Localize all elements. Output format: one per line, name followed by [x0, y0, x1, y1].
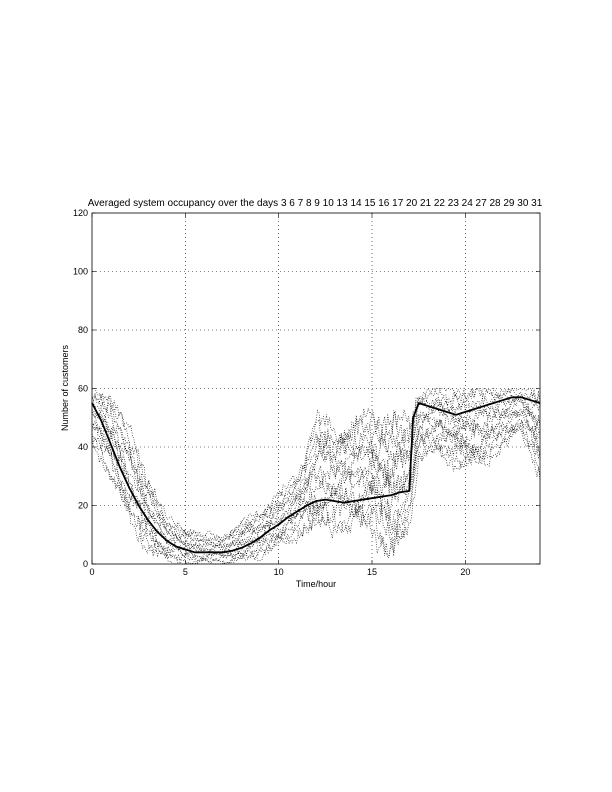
daily-trace — [91, 421, 541, 565]
daily-trace — [91, 424, 541, 564]
x-tick-label: 10 — [274, 567, 284, 577]
daily-trace — [91, 407, 541, 553]
daily-trace — [92, 387, 541, 539]
dotted-daily-traces — [91, 387, 541, 565]
y-tick-label: 100 — [73, 267, 88, 277]
y-axis-label: Number of customers — [60, 344, 70, 431]
daily-trace — [91, 409, 541, 556]
y-tick-label: 120 — [73, 208, 88, 218]
y-tick-label: 20 — [78, 501, 88, 511]
x-axis-label: Time/hour — [296, 579, 336, 589]
y-tick-label: 40 — [78, 442, 88, 452]
x-tick-label: 0 — [89, 567, 94, 577]
y-tick-label: 0 — [83, 559, 88, 569]
chart-title: Averaged system occupancy over the days … — [88, 198, 543, 209]
y-tick-label: 80 — [78, 325, 88, 335]
daily-trace — [91, 428, 541, 565]
axis-ticks: 0 5 10 15 20 0 20 40 60 80 100 120 — [73, 208, 540, 577]
x-tick-label: 15 — [367, 567, 377, 577]
daily-trace — [91, 393, 541, 548]
x-tick-label: 20 — [460, 567, 470, 577]
y-tick-label: 60 — [78, 384, 88, 394]
daily-trace — [91, 388, 541, 542]
daily-trace — [91, 419, 541, 562]
average-series — [91, 396, 541, 554]
x-tick-label: 5 — [183, 567, 188, 577]
daily-trace — [91, 387, 541, 544]
daily-trace — [91, 409, 541, 557]
average-line — [91, 396, 541, 554]
grid-lines — [92, 213, 540, 564]
daily-trace — [91, 398, 541, 551]
daily-trace — [91, 418, 541, 559]
